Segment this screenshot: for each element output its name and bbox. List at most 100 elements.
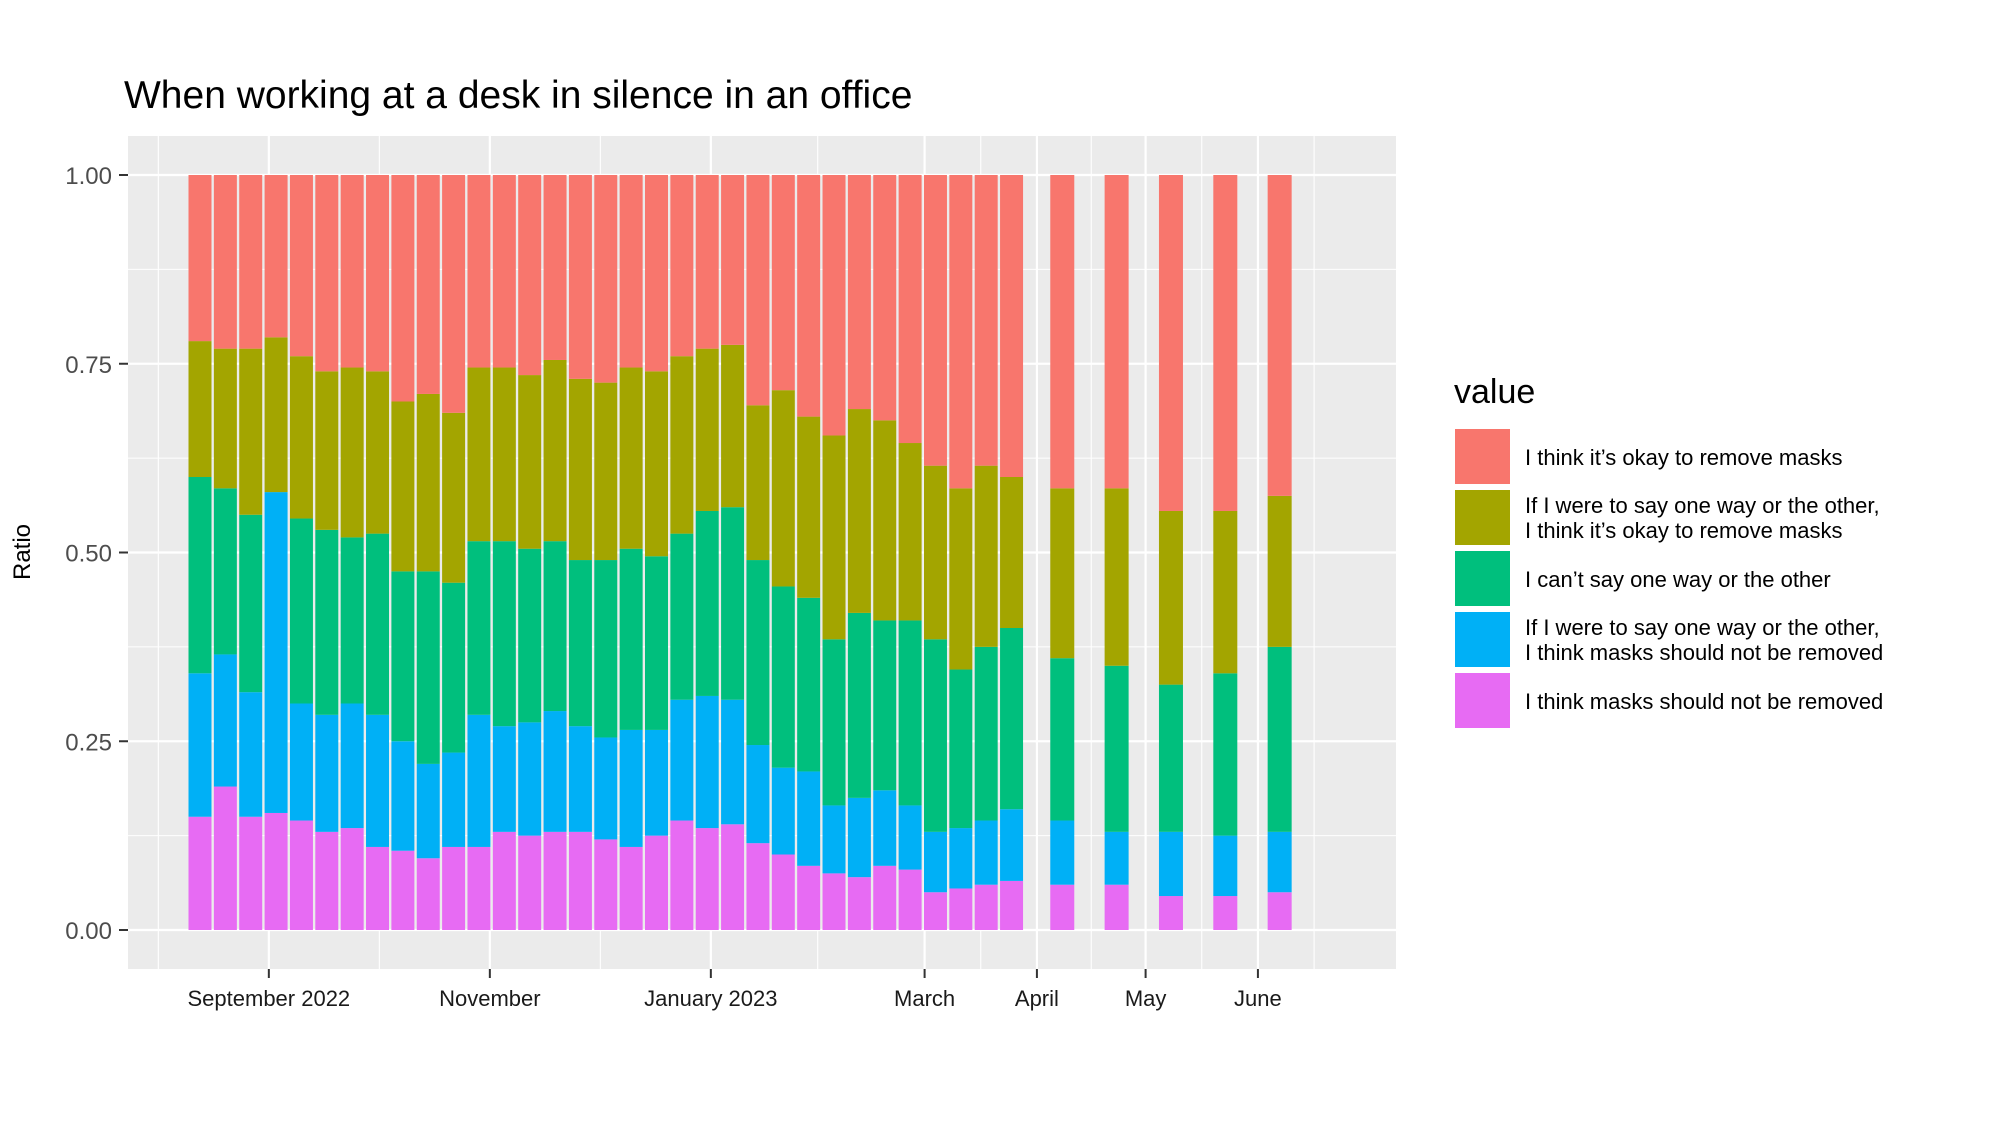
bar-segment (1050, 488, 1075, 659)
bar-segment (670, 533, 694, 700)
y-tick-label: 0.75 (65, 352, 112, 379)
bar-segment (873, 865, 897, 930)
y-tick-label: 0.50 (65, 541, 112, 568)
bar-segment (416, 763, 440, 859)
bar-segment (264, 337, 288, 493)
bar-segment (543, 711, 567, 832)
bar-segment (1267, 175, 1292, 496)
bar-segment (746, 175, 770, 406)
bar-segment (847, 877, 871, 930)
bar-segment (1213, 510, 1238, 674)
bar-segment (1104, 831, 1129, 885)
bar-segment (771, 767, 795, 855)
bar-segment (619, 367, 643, 549)
bar-segment (416, 858, 440, 930)
bar-segment (239, 175, 263, 349)
bar-segment (1000, 628, 1024, 810)
bar-segment (1213, 896, 1238, 930)
bar-segment (492, 726, 516, 832)
bar-segment (366, 714, 390, 847)
bar-segment (873, 620, 897, 791)
bar-segment (771, 175, 795, 391)
bar-segment (1050, 820, 1075, 885)
bar-segment (721, 824, 745, 930)
x-tick-label: November (439, 986, 540, 1011)
bar-segment (188, 673, 212, 817)
bar-segment (619, 846, 643, 930)
bar-segment (1158, 684, 1183, 832)
legend-key (1453, 488, 1512, 547)
x-tick-label: January 2023 (644, 986, 777, 1011)
bar-segment (1267, 646, 1292, 832)
bar-segment (213, 786, 237, 930)
bar-segment (923, 465, 947, 640)
bar-segment (695, 828, 719, 930)
bar-segment (847, 797, 871, 878)
bar-segment (213, 654, 237, 787)
bar-segment (213, 175, 237, 349)
bar-segment (822, 435, 846, 640)
bar-segment (543, 831, 567, 930)
bar-segment (771, 586, 795, 768)
bar-segment (949, 488, 973, 670)
bar-segment (695, 695, 719, 829)
legend-label: If I were to say one way or the other, (1525, 615, 1880, 640)
bar-segment (391, 571, 415, 742)
bar-segment (340, 367, 364, 538)
bar-segment (644, 371, 668, 557)
bar-segment (315, 831, 339, 930)
bar-segment (746, 745, 770, 844)
bar-segment (1104, 665, 1129, 832)
legend-label: I think masks should not be removed (1525, 640, 1883, 665)
bar-segment (568, 726, 592, 832)
bar-segment (923, 831, 947, 893)
bar-segment (289, 356, 313, 519)
x-tick-label: September 2022 (188, 986, 351, 1011)
y-axis-label: Ratio (9, 524, 36, 580)
bar-segment (492, 367, 516, 542)
bar-segment (797, 865, 821, 930)
bar-segment (1213, 835, 1238, 897)
bar-segment (644, 556, 668, 730)
bar-segment (1050, 658, 1075, 821)
bar-segment (416, 393, 440, 572)
bar-segment (391, 850, 415, 930)
bar-segment (315, 371, 339, 530)
bar-segment (923, 892, 947, 930)
bar-segment (873, 175, 897, 421)
bar-segment (1000, 809, 1024, 881)
bar-segment (442, 582, 466, 753)
bar-segment (543, 541, 567, 712)
bar-segment (721, 175, 745, 345)
bar-segment (974, 884, 998, 930)
x-tick-label: March (894, 986, 955, 1011)
bar-segment (949, 175, 973, 489)
bar-segment (974, 646, 998, 821)
bar-segment (416, 175, 440, 394)
bar-segment (898, 869, 922, 930)
bar-segment (1104, 488, 1129, 666)
legend-label: I think masks should not be removed (1525, 689, 1883, 714)
bar-segment (1050, 884, 1075, 930)
x-tick-label: April (1015, 986, 1059, 1011)
legend-label: I can’t say one way or the other (1525, 567, 1831, 592)
bar-segment (340, 537, 364, 704)
y-tick-label: 0.00 (65, 918, 112, 945)
bar-segment (188, 816, 212, 930)
bar-segment (771, 390, 795, 587)
bar-segment (1158, 510, 1183, 685)
bar-segment (289, 820, 313, 930)
legend: value I think it’s okay to remove masksI… (1453, 373, 1883, 730)
bar-segment (746, 843, 770, 930)
bar-segment (213, 488, 237, 655)
bar-segment (188, 341, 212, 477)
bar-segment (568, 175, 592, 379)
bar-segment (949, 828, 973, 889)
bar-segment (898, 805, 922, 870)
bar-segment (847, 175, 871, 410)
bar-segment (391, 401, 415, 572)
bar-segment (239, 348, 263, 515)
bar-segment (467, 714, 491, 847)
bar-segment (949, 669, 973, 829)
bar-segment (1267, 892, 1292, 930)
